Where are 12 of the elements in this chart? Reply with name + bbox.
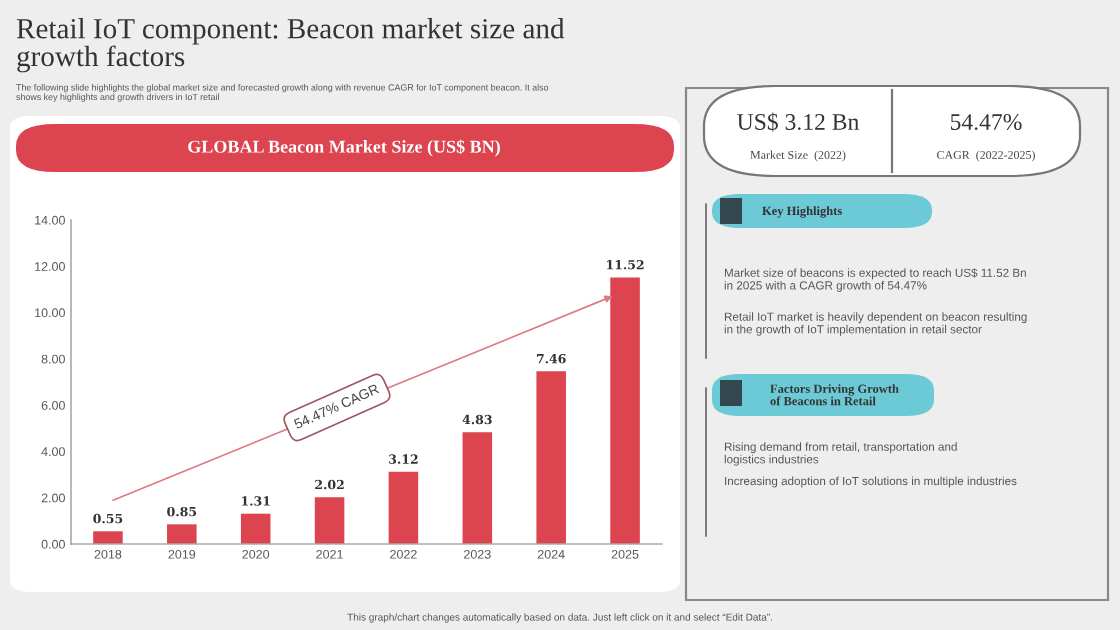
text: US$ 3.12 Bn [737,112,859,132]
text: 54.47% [950,113,1022,131]
bar [388,471,419,544]
text: GLOBAL Beacon Market Size (US$ BN) [188,139,500,157]
bar [314,497,345,544]
bar [536,371,566,544]
bar [167,524,197,544]
bar [610,277,640,544]
bar [93,531,123,544]
bar [462,432,493,544]
chart-title: Retail IoT component: Beacon market size and growth factors [16,18,565,73]
bar [240,513,271,544]
